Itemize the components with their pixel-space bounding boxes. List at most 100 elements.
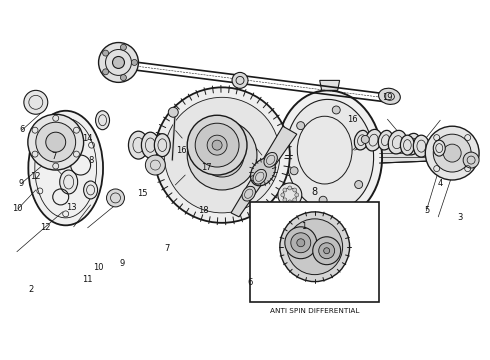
Circle shape (361, 135, 369, 143)
Circle shape (102, 50, 109, 56)
Text: 10: 10 (12, 204, 23, 213)
Ellipse shape (96, 111, 110, 130)
Circle shape (443, 144, 461, 162)
Text: 19: 19 (382, 93, 393, 102)
Bar (250, 202, 379, 302)
Circle shape (232, 72, 248, 88)
Circle shape (46, 132, 66, 152)
Circle shape (463, 152, 479, 168)
Text: 12: 12 (30, 172, 40, 181)
Ellipse shape (354, 130, 369, 150)
Polygon shape (175, 147, 280, 163)
Circle shape (287, 219, 343, 275)
Text: 8: 8 (89, 156, 94, 165)
Circle shape (283, 188, 287, 192)
Text: 1: 1 (301, 222, 306, 231)
Text: 16: 16 (176, 146, 187, 155)
Text: 6: 6 (19, 125, 24, 134)
Circle shape (293, 188, 297, 192)
Circle shape (207, 135, 227, 155)
Circle shape (131, 59, 137, 66)
Circle shape (297, 239, 305, 247)
Text: 16: 16 (347, 115, 358, 124)
Circle shape (293, 198, 297, 202)
Circle shape (288, 200, 292, 204)
Circle shape (28, 114, 84, 170)
Ellipse shape (366, 129, 382, 151)
Text: 12: 12 (40, 223, 50, 232)
Text: 7: 7 (51, 152, 56, 161)
Circle shape (187, 120, 257, 190)
Circle shape (98, 42, 138, 82)
Circle shape (36, 122, 75, 162)
Text: 9: 9 (19, 179, 24, 188)
Polygon shape (231, 126, 297, 217)
Ellipse shape (60, 170, 77, 194)
Ellipse shape (253, 170, 267, 184)
Circle shape (106, 189, 124, 207)
Text: 13: 13 (67, 203, 77, 212)
Circle shape (288, 186, 292, 190)
Ellipse shape (378, 130, 392, 150)
Circle shape (168, 107, 178, 117)
Circle shape (313, 237, 341, 265)
Circle shape (332, 106, 340, 114)
Ellipse shape (242, 186, 255, 201)
Circle shape (278, 183, 302, 207)
Circle shape (285, 227, 317, 259)
Circle shape (121, 44, 126, 50)
Circle shape (433, 134, 471, 172)
Text: 10: 10 (93, 264, 104, 273)
Text: ANTI SPIN DIFFERENTIAL: ANTI SPIN DIFFERENTIAL (270, 309, 360, 315)
Circle shape (113, 57, 124, 68)
Text: 11: 11 (83, 275, 93, 284)
Circle shape (154, 87, 290, 223)
Text: 18: 18 (198, 206, 209, 215)
Circle shape (295, 193, 299, 197)
Ellipse shape (128, 131, 148, 159)
Text: 15: 15 (137, 189, 148, 198)
Ellipse shape (142, 132, 159, 158)
Circle shape (281, 193, 285, 197)
Ellipse shape (28, 111, 103, 225)
Circle shape (164, 97, 280, 213)
Ellipse shape (286, 99, 373, 211)
Circle shape (283, 198, 287, 202)
Text: 17: 17 (200, 163, 211, 172)
Circle shape (102, 69, 109, 75)
Circle shape (324, 248, 330, 254)
Circle shape (280, 212, 349, 282)
Circle shape (318, 243, 335, 259)
Ellipse shape (388, 130, 407, 154)
Ellipse shape (277, 90, 382, 220)
Circle shape (212, 140, 222, 150)
Ellipse shape (414, 135, 429, 157)
Ellipse shape (379, 88, 400, 104)
Ellipse shape (154, 134, 171, 157)
Ellipse shape (433, 140, 445, 156)
Text: 2: 2 (28, 285, 34, 294)
Text: 4: 4 (438, 179, 443, 188)
Ellipse shape (400, 135, 415, 155)
Circle shape (200, 133, 244, 177)
Text: 3: 3 (457, 213, 463, 222)
Circle shape (121, 75, 126, 81)
Text: 8: 8 (312, 187, 318, 197)
Circle shape (195, 123, 239, 167)
Circle shape (24, 90, 48, 114)
Polygon shape (379, 147, 429, 163)
Circle shape (425, 126, 479, 180)
Text: 7: 7 (164, 244, 170, 253)
Text: 6: 6 (247, 278, 252, 287)
Circle shape (355, 181, 363, 189)
Ellipse shape (84, 181, 98, 199)
Text: 9: 9 (120, 259, 124, 268)
Circle shape (187, 115, 247, 175)
Circle shape (296, 122, 305, 130)
Text: 5: 5 (424, 206, 429, 215)
Ellipse shape (404, 133, 420, 155)
Polygon shape (319, 220, 340, 230)
Circle shape (146, 155, 165, 175)
Circle shape (290, 167, 298, 175)
Polygon shape (319, 80, 340, 90)
